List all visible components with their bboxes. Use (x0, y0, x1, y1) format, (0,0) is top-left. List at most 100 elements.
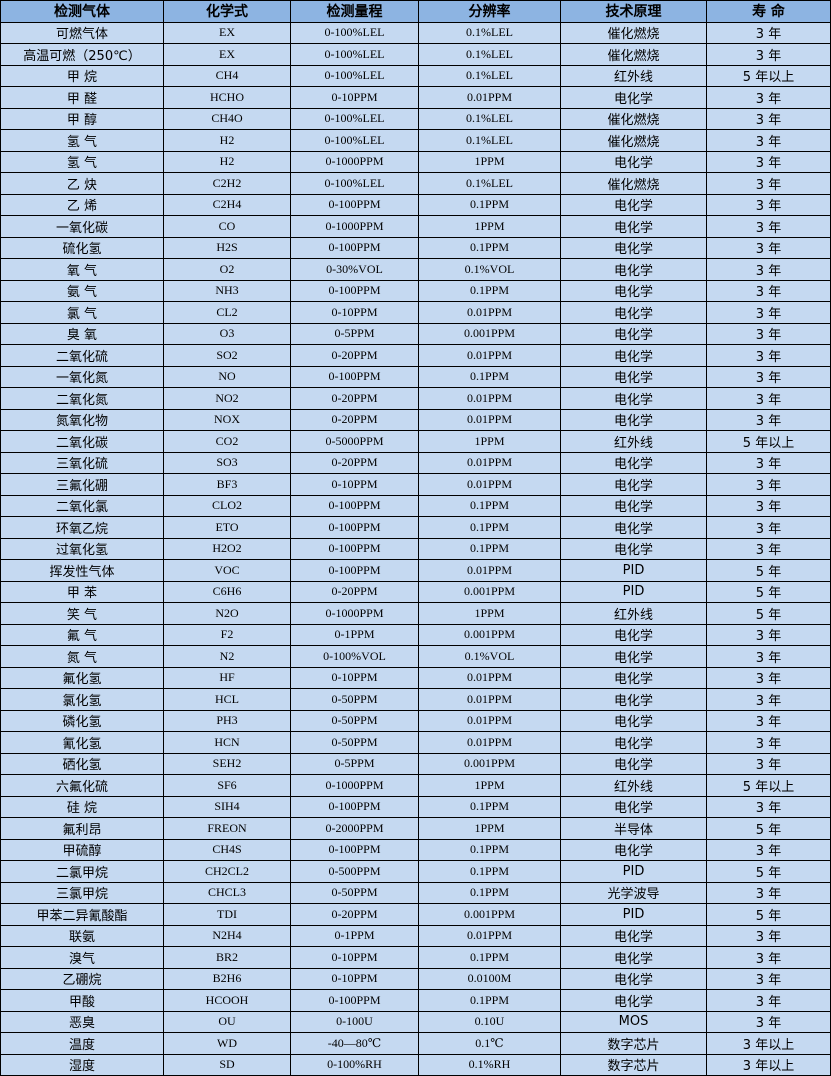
principle-cell: 电化学 (560, 365, 707, 388)
range-cell: 0-100%RH (290, 1053, 419, 1076)
principle-cell: 电化学 (560, 494, 707, 517)
principle-cell: 电化学 (560, 408, 707, 431)
resolution-cell: 0.01PPM (418, 301, 561, 324)
gas-cell: 氟 气 (0, 623, 164, 646)
resolution-cell: 0.1%LEL (418, 43, 561, 66)
table-row: 二氧化碳 CO2 0-5000PPM 1PPM 红外线 5 年以上 (0, 430, 831, 453)
lifespan-cell: 3 年 (706, 43, 831, 66)
principle-cell: 电化学 (560, 795, 707, 818)
principle-cell: 电化学 (560, 193, 707, 216)
formula-cell: H2O2 (163, 537, 291, 560)
gas-cell: 三氟化硼 (0, 473, 164, 496)
formula-cell: F2 (163, 623, 291, 646)
gas-cell: 甲 苯 (0, 580, 164, 603)
lifespan-cell: 3 年 (706, 451, 831, 474)
principle-cell: 红外线 (560, 774, 707, 797)
gas-cell: 甲酸 (0, 989, 164, 1012)
gas-cell: 氯化氢 (0, 688, 164, 711)
principle-cell: 催化燃烧 (560, 172, 707, 195)
gas-cell: 二氧化氮 (0, 387, 164, 410)
range-cell: 0-100PPM (290, 193, 419, 216)
lifespan-cell: 3 年 (706, 924, 831, 947)
lifespan-cell: 3 年 (706, 215, 831, 238)
lifespan-cell: 3 年 (706, 301, 831, 324)
table-row: 磷化氢 PH3 0-50PPM 0.01PPM 电化学 3 年 (0, 709, 831, 732)
resolution-cell: 0.1%LEL (418, 64, 561, 87)
resolution-cell: 0.1PPM (418, 838, 561, 861)
resolution-cell: 0.01PPM (418, 709, 561, 732)
table-row: 乙 烯 C2H4 0-100PPM 0.1PPM 电化学 3 年 (0, 193, 831, 216)
table-row: 乙 炔 C2H2 0-100%LEL 0.1%LEL 催化燃烧 3 年 (0, 172, 831, 195)
table-row: 联氨 N2H4 0-1PPM 0.01PPM 电化学 3 年 (0, 924, 831, 947)
principle-cell: PID (560, 559, 707, 582)
principle-cell: 电化学 (560, 258, 707, 281)
gas-cell: 氯 气 (0, 301, 164, 324)
principle-cell: 催化燃烧 (560, 107, 707, 130)
lifespan-cell: 3 年 (706, 645, 831, 668)
formula-cell: N2H4 (163, 924, 291, 947)
table-row: 乙硼烷 B2H6 0-10PPM 0.0100M 电化学 3 年 (0, 967, 831, 990)
lifespan-cell: 3 年 (706, 150, 831, 173)
range-cell: 0-100%LEL (290, 129, 419, 152)
lifespan-cell: 3 年 (706, 1010, 831, 1033)
table-row: 二氧化氮 NO2 0-20PPM 0.01PPM 电化学 3 年 (0, 387, 831, 410)
lifespan-cell: 5 年以上 (706, 774, 831, 797)
formula-cell: ETO (163, 516, 291, 539)
formula-cell: N2 (163, 645, 291, 668)
formula-cell: FREON (163, 817, 291, 840)
gas-cell: 甲 烷 (0, 64, 164, 87)
resolution-cell: 0.01PPM (418, 688, 561, 711)
formula-cell: HF (163, 666, 291, 689)
formula-cell: O3 (163, 322, 291, 345)
gas-cell: 恶臭 (0, 1010, 164, 1033)
formula-cell: NO (163, 365, 291, 388)
lifespan-cell: 3 年 (706, 387, 831, 410)
table-row: 挥发性气体 VOC 0-100PPM 0.01PPM PID 5 年 (0, 559, 831, 582)
principle-cell: 电化学 (560, 967, 707, 990)
formula-cell: CLO2 (163, 494, 291, 517)
table-body: 可燃气体 EX 0-100%LEL 0.1%LEL 催化燃烧 3 年高温可燃（250℃） E… (0, 21, 831, 1076)
principle-cell: 电化学 (560, 215, 707, 238)
table-row: 甲硫醇 CH4S 0-100PPM 0.1PPM 电化学 3 年 (0, 838, 831, 861)
range-cell: 0-20PPM (290, 387, 419, 410)
formula-cell: H2 (163, 150, 291, 173)
principle-cell: PID (560, 860, 707, 883)
formula-cell: H2S (163, 236, 291, 259)
gas-cell: 氨 气 (0, 279, 164, 302)
resolution-cell: 0.001PPM (418, 322, 561, 345)
principle-cell: 催化燃烧 (560, 21, 707, 44)
lifespan-cell: 3 年 (706, 279, 831, 302)
gas-cell: 氟化氢 (0, 666, 164, 689)
lifespan-cell: 5 年 (706, 559, 831, 582)
principle-cell: 数字芯片 (560, 1053, 707, 1076)
range-cell: 0-10PPM (290, 473, 419, 496)
lifespan-cell: 3 年 (706, 408, 831, 431)
range-cell: 0-20PPM (290, 903, 419, 926)
table-row: 甲 醇 CH4O 0-100%LEL 0.1%LEL 催化燃烧 3 年 (0, 107, 831, 130)
range-cell: 0-100PPM (290, 795, 419, 818)
gas-cell: 六氟化硫 (0, 774, 164, 797)
gas-cell: 甲苯二异氰酸酯 (0, 903, 164, 926)
formula-cell: EX (163, 21, 291, 44)
principle-cell: PID (560, 580, 707, 603)
principle-cell: 电化学 (560, 387, 707, 410)
gas-cell: 二氯甲烷 (0, 860, 164, 883)
formula-cell: CL2 (163, 301, 291, 324)
gas-cell: 磷化氢 (0, 709, 164, 732)
lifespan-cell: 5 年 (706, 602, 831, 625)
formula-cell: HCHO (163, 86, 291, 109)
lifespan-cell: 3 年 (706, 129, 831, 152)
formula-cell: BR2 (163, 946, 291, 969)
lifespan-cell: 3 年 (706, 107, 831, 130)
formula-cell: SIH4 (163, 795, 291, 818)
principle-cell: 电化学 (560, 709, 707, 732)
principle-cell: 电化学 (560, 473, 707, 496)
table-row: 六氟化硫 SF6 0-1000PPM 1PPM 红外线 5 年以上 (0, 774, 831, 797)
lifespan-cell: 5 年以上 (706, 64, 831, 87)
principle-cell: 电化学 (560, 86, 707, 109)
table-row: 氢 气 H2 0-1000PPM 1PPM 电化学 3 年 (0, 150, 831, 173)
lifespan-cell: 3 年 (706, 989, 831, 1012)
table-row: 湿度 SD 0-100%RH 0.1%RH 数字芯片 3 年以上 (0, 1053, 831, 1076)
gas-cell: 二氧化氯 (0, 494, 164, 517)
